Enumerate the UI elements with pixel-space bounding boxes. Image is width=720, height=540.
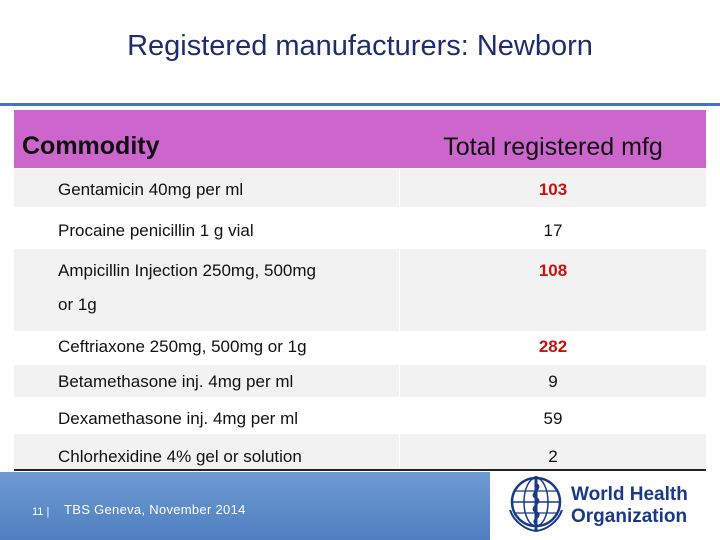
total-value: 108 xyxy=(538,261,568,280)
total-cell: 9 xyxy=(400,365,706,397)
footer-band: 11 | TBS Geneva, November 2014 xyxy=(0,472,490,540)
table-row: Ceftriaxone 250mg, 500mg or 1g 282 xyxy=(14,332,706,364)
total-cell: 2 xyxy=(400,434,706,469)
commodity-name: Ceftriaxone 250mg, 500mg or 1g xyxy=(58,337,307,356)
commodity-name: Procaine penicillin 1 g vial xyxy=(58,221,254,240)
commodity-name: Dexamethasone inj. 4mg per ml xyxy=(58,409,299,428)
total-value: 59 xyxy=(543,409,563,428)
total-cell: 17 xyxy=(400,208,706,248)
total-value: 2 xyxy=(548,447,558,466)
table-bottom-rule xyxy=(14,469,706,471)
commodity-name: Chlorhexidine 4% gel or solution xyxy=(58,447,302,466)
total-cell: 282 xyxy=(400,332,706,364)
commodity-cell: Ampicillin Injection 250mg, 500mg or 1g xyxy=(14,249,399,331)
slide-title: Registered manufacturers: Newborn xyxy=(127,30,593,62)
table-row: Gentamicin 40mg per ml 103 xyxy=(14,169,706,207)
who-emblem-icon xyxy=(509,476,563,532)
total-cell: 108 xyxy=(400,249,706,331)
total-cell: 103 xyxy=(400,169,706,207)
total-value: 282 xyxy=(538,337,568,356)
total-value: 103 xyxy=(538,180,568,199)
commodity-name: Gentamicin 40mg per ml xyxy=(58,180,244,199)
slide-footer: 11 | TBS Geneva, November 2014 xyxy=(0,472,720,540)
header-commodity: Commodity xyxy=(22,132,160,160)
footer-text: TBS Geneva, November 2014 xyxy=(64,502,246,517)
total-value: 17 xyxy=(543,221,563,240)
table-header: Commodity Total registered mfg xyxy=(14,110,706,168)
org-line-1: World Health xyxy=(571,484,688,505)
commodity-name: Betamethasone inj. 4mg per ml xyxy=(58,372,294,391)
total-value: 9 xyxy=(548,372,558,391)
org-line-2: Organization xyxy=(571,506,688,527)
commodity-cell: Chlorhexidine 4% gel or solution xyxy=(14,434,399,469)
commodity-cell: Dexamethasone inj. 4mg per ml xyxy=(14,398,399,433)
organization-name: World Health Organization xyxy=(571,484,688,528)
commodity-cell: Gentamicin 40mg per ml xyxy=(14,169,399,207)
table-row: Procaine penicillin 1 g vial 17 xyxy=(14,208,706,248)
table-row: Chlorhexidine 4% gel or solution 2 xyxy=(14,434,706,469)
commodity-cell: Ceftriaxone 250mg, 500mg or 1g xyxy=(14,332,399,364)
commodity-cell: Procaine penicillin 1 g vial xyxy=(14,208,399,248)
page-number: 11 | xyxy=(32,506,50,518)
header-total: Total registered mfg xyxy=(443,133,663,161)
commodity-cell: Betamethasone inj. 4mg per ml xyxy=(14,365,399,397)
total-cell: 59 xyxy=(400,398,706,433)
table-row: Dexamethasone inj. 4mg per ml 59 xyxy=(14,398,706,433)
title-divider xyxy=(0,103,720,106)
table-row: Ampicillin Injection 250mg, 500mg or 1g … xyxy=(14,249,706,331)
commodity-name-line2: or 1g xyxy=(58,295,97,314)
commodity-name: Ampicillin Injection 250mg, 500mg xyxy=(58,261,316,280)
table-row: Betamethasone inj. 4mg per ml 9 xyxy=(14,365,706,397)
